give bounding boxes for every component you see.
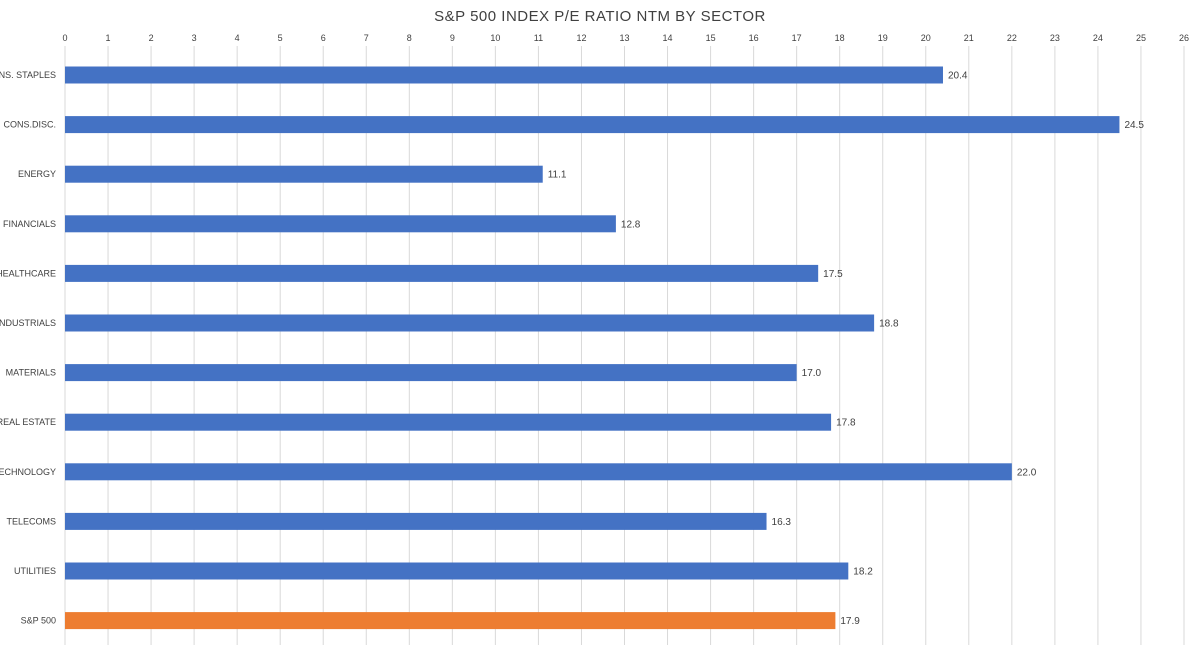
bar — [65, 165, 543, 183]
x-tick-label: 3 — [192, 33, 197, 43]
bar — [65, 215, 616, 233]
x-tick-label: 8 — [407, 33, 412, 43]
bar — [65, 314, 875, 332]
x-tick-label: 14 — [663, 33, 673, 43]
x-tick-label: 5 — [278, 33, 283, 43]
bar — [65, 612, 836, 630]
category-label: HEALTHCARE — [0, 268, 56, 278]
category-label: CONS. STAPLES — [0, 70, 56, 80]
x-tick-label: 25 — [1136, 33, 1146, 43]
x-tick-label: 4 — [235, 33, 240, 43]
x-tick-label: 22 — [1007, 33, 1017, 43]
bar — [65, 116, 1120, 134]
bar — [65, 463, 1012, 481]
value-label: 12.8 — [621, 219, 641, 230]
value-label: 16.3 — [772, 517, 792, 528]
x-tick-label: 17 — [792, 33, 802, 43]
x-tick-label: 26 — [1179, 33, 1189, 43]
x-tick-label: 13 — [619, 33, 629, 43]
x-tick-label: 16 — [749, 33, 759, 43]
x-tick-label: 0 — [62, 33, 67, 43]
category-label: S&P 500 — [21, 616, 56, 626]
value-label: 17.8 — [836, 418, 856, 429]
x-tick-label: 20 — [921, 33, 931, 43]
category-label: ENERGY — [18, 169, 56, 179]
x-tick-label: 1 — [106, 33, 111, 43]
x-tick-label: 24 — [1093, 33, 1103, 43]
x-tick-label: 15 — [706, 33, 716, 43]
bar — [65, 364, 797, 382]
x-tick-label: 7 — [364, 33, 369, 43]
category-label: CONS.DISC. — [3, 120, 56, 130]
bar — [65, 413, 832, 431]
category-label: INDUSTRIALS — [0, 318, 56, 328]
bar — [65, 512, 767, 530]
value-label: 18.8 — [879, 319, 899, 330]
category-label: REAL ESTATE — [0, 417, 56, 427]
value-label: 22.0 — [1017, 467, 1037, 478]
x-tick-label: 21 — [964, 33, 974, 43]
value-label: 11.1 — [548, 170, 567, 181]
chart-title: S&P 500 INDEX P/E RATIO NTM BY SECTOR — [434, 8, 766, 25]
x-tick-label: 2 — [149, 33, 154, 43]
value-label: 24.5 — [1124, 120, 1144, 131]
value-label: 17.5 — [823, 269, 843, 280]
x-tick-label: 9 — [450, 33, 455, 43]
x-tick-label: 12 — [576, 33, 586, 43]
x-tick-label: 23 — [1050, 33, 1060, 43]
value-label: 18.2 — [853, 567, 873, 578]
bar — [65, 264, 819, 282]
value-label: 17.9 — [840, 616, 860, 627]
category-label: TELECOMS — [6, 516, 56, 526]
x-tick-label: 10 — [490, 33, 500, 43]
bar — [65, 66, 943, 84]
category-label: FINANCIALS — [3, 219, 56, 229]
category-label: TECHNOLOGY — [0, 467, 56, 477]
value-label: 20.4 — [948, 71, 968, 82]
value-label: 17.0 — [802, 368, 822, 379]
x-tick-label: 18 — [835, 33, 845, 43]
bar — [65, 562, 849, 580]
category-label: UTILITIES — [14, 566, 56, 576]
x-tick-label: 6 — [321, 33, 326, 43]
x-tick-label: 11 — [534, 33, 543, 43]
category-label: MATERIALS — [6, 368, 56, 378]
x-tick-label: 19 — [878, 33, 888, 43]
